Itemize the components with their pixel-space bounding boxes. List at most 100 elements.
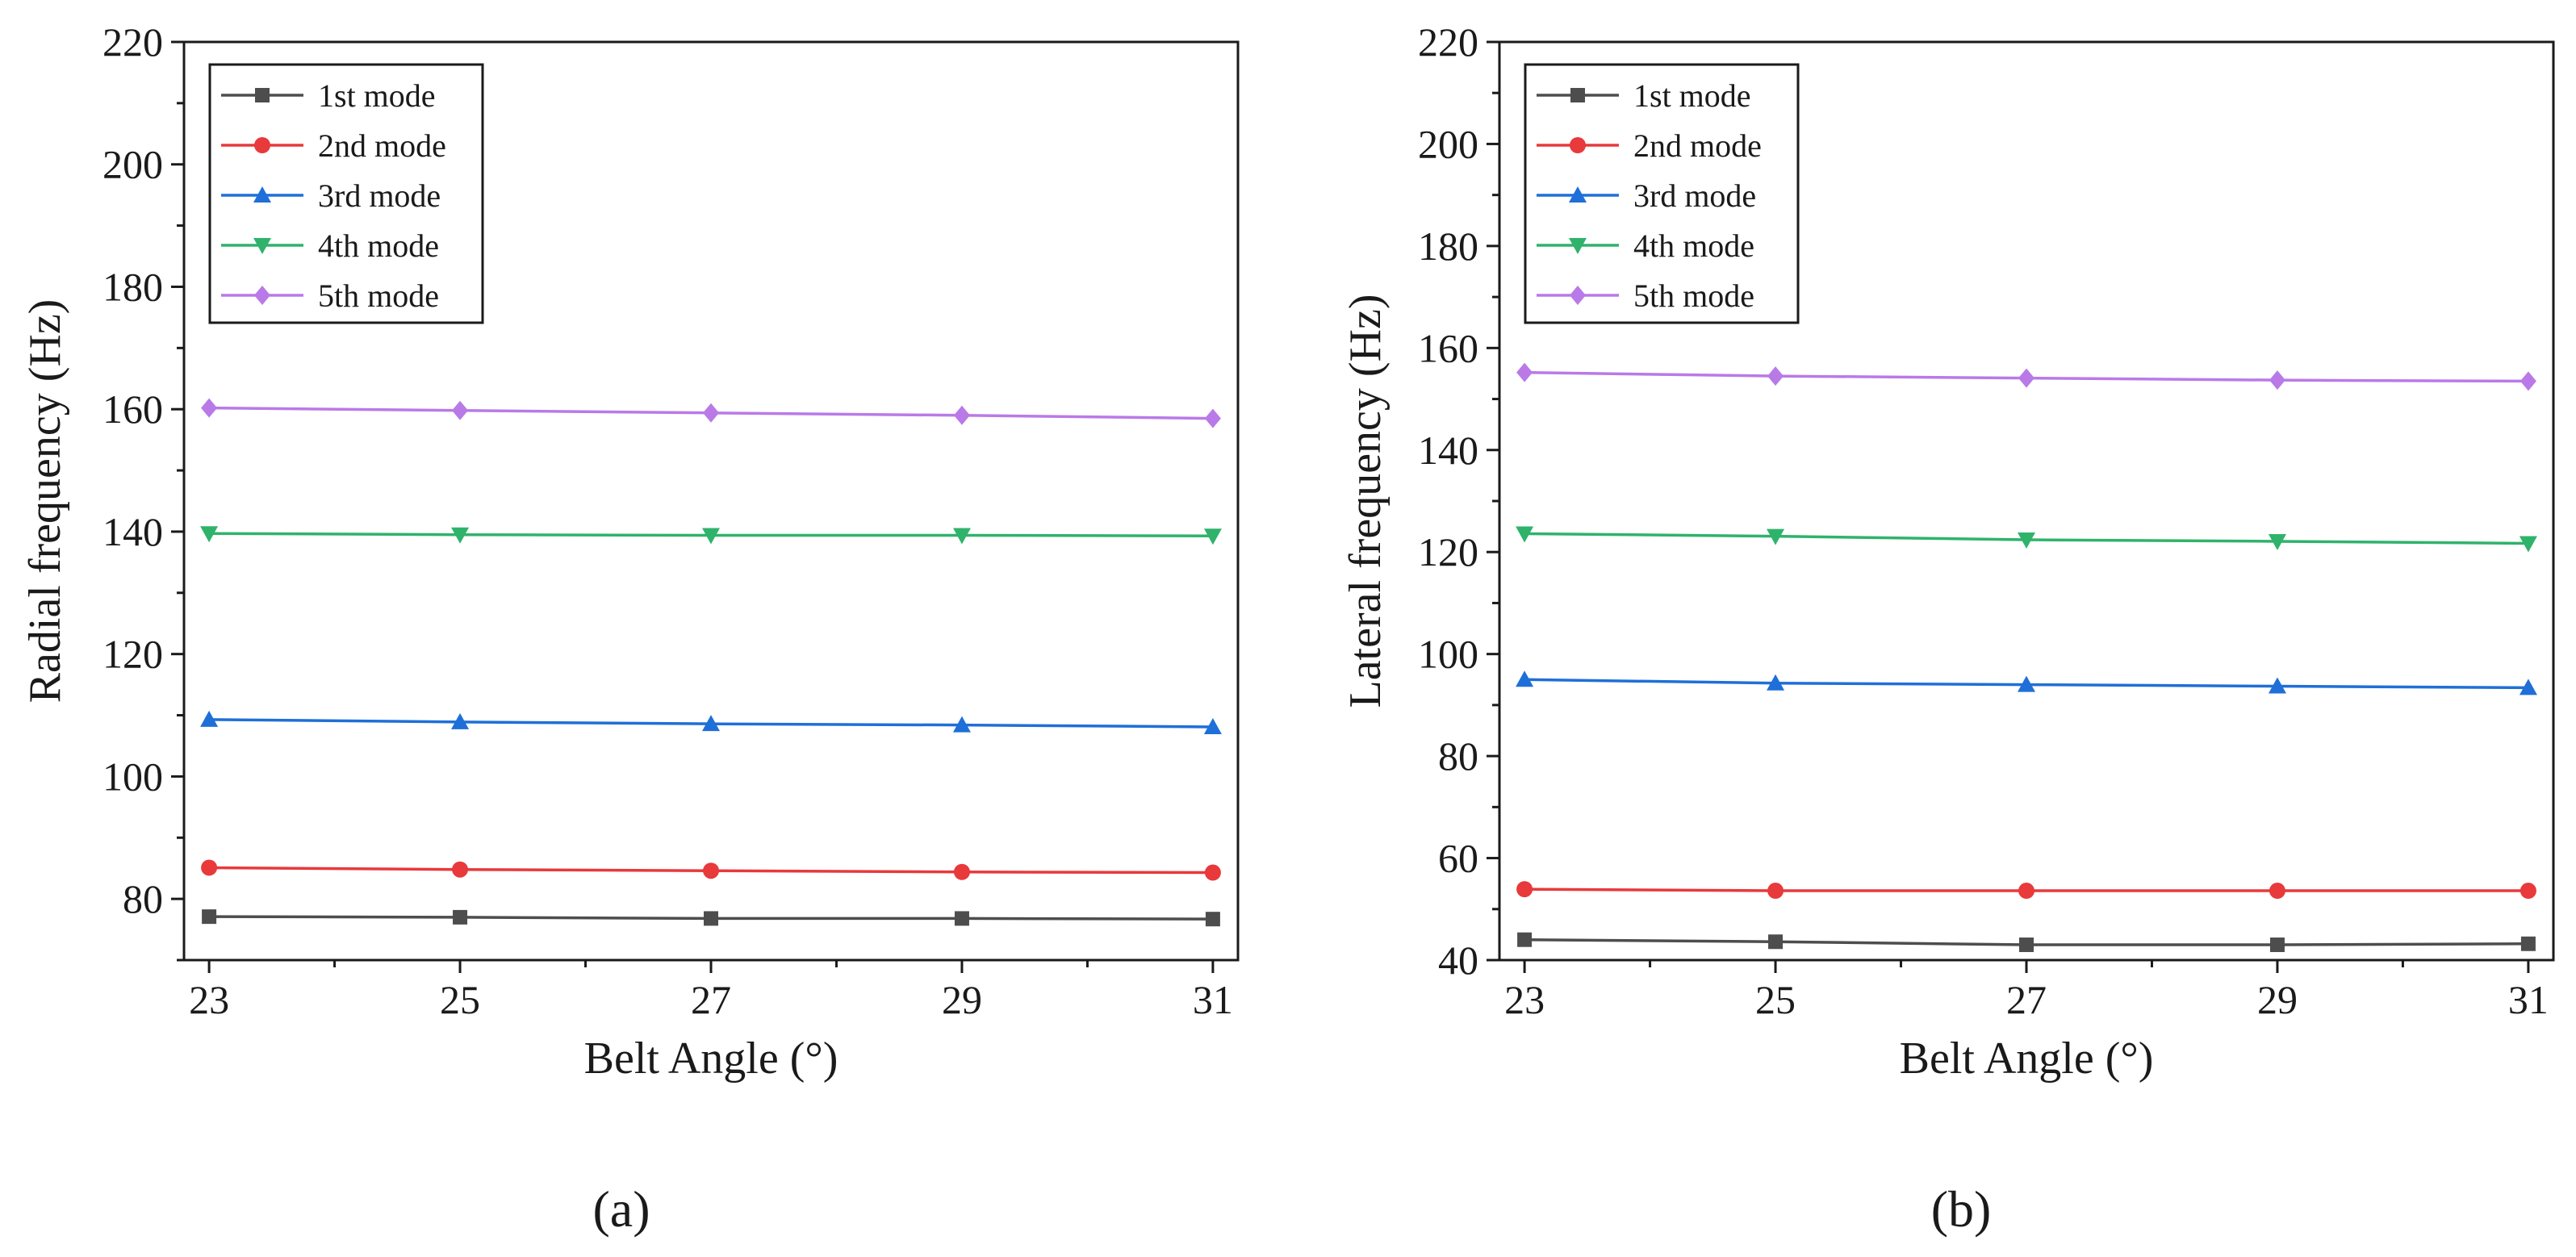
data-point bbox=[2269, 938, 2285, 953]
data-point bbox=[1516, 881, 1533, 898]
x-tick-label: 25 bbox=[1755, 977, 1796, 1022]
y-tick-label: 180 bbox=[1418, 223, 1478, 269]
y-tick-label: 200 bbox=[102, 142, 163, 187]
y-tick-label: 80 bbox=[1438, 733, 1478, 779]
data-point bbox=[1768, 934, 1784, 950]
data-point bbox=[200, 526, 219, 543]
y-tick-label: 160 bbox=[102, 386, 163, 432]
y-tick-label: 220 bbox=[1418, 19, 1478, 65]
data-point bbox=[2519, 536, 2537, 553]
y-tick-label: 120 bbox=[102, 632, 163, 677]
series-1 bbox=[202, 909, 1220, 927]
y-axis-label: Lateral frequency (Hz) bbox=[1340, 294, 1390, 708]
legend-marker bbox=[253, 186, 271, 203]
data-point bbox=[200, 710, 219, 727]
x-tick-label: 29 bbox=[2257, 977, 2298, 1022]
legend-label: 1st mode bbox=[318, 77, 436, 114]
data-point bbox=[1204, 864, 1221, 881]
data-point bbox=[1203, 717, 1222, 734]
data-point bbox=[953, 863, 970, 880]
series-3 bbox=[1516, 670, 2537, 695]
panel-label: (a) bbox=[592, 1180, 650, 1238]
data-point bbox=[451, 527, 470, 544]
data-point bbox=[954, 911, 969, 926]
data-point bbox=[1203, 528, 1222, 545]
legend: 1st mode 2nd mode 3rd mode 4th mode 5th mode bbox=[208, 63, 484, 324]
legend-marker bbox=[1570, 137, 1586, 153]
legend-box bbox=[1524, 63, 1800, 324]
chart-panel-a: 23 25 27 29 31 80 100 120 140 160 180 200 220 Belt An… bbox=[20, 19, 1240, 1238]
series-2 bbox=[1516, 881, 2536, 900]
data-point bbox=[1205, 912, 1220, 927]
x-tick-label: 23 bbox=[1504, 977, 1545, 1022]
x-tick-label: 31 bbox=[2508, 977, 2549, 1022]
data-point bbox=[2269, 883, 2285, 900]
x-tick-label: 29 bbox=[942, 977, 982, 1022]
x-tick-label: 27 bbox=[2006, 977, 2047, 1022]
legend-marker bbox=[1570, 286, 1586, 305]
data-point bbox=[2520, 936, 2536, 951]
data-point bbox=[1516, 362, 1533, 382]
x-tick-label: 31 bbox=[1193, 977, 1233, 1022]
legend-label: 2nd mode bbox=[1633, 127, 1762, 164]
series-2 bbox=[201, 859, 1221, 881]
legend-box bbox=[208, 63, 484, 324]
series-4 bbox=[1516, 526, 2537, 553]
data-point bbox=[1516, 670, 1534, 687]
data-point bbox=[453, 909, 468, 925]
data-point bbox=[1516, 526, 1534, 543]
data-point bbox=[952, 528, 971, 545]
series-4 bbox=[200, 526, 1222, 545]
y-tick-label: 200 bbox=[1418, 121, 1478, 166]
data-point bbox=[2520, 371, 2536, 391]
legend-label: 5th mode bbox=[1633, 278, 1754, 314]
data-point bbox=[952, 716, 971, 733]
legend-marker bbox=[1569, 238, 1587, 254]
y-tick-label: 80 bbox=[123, 876, 163, 921]
y-tick-label: 140 bbox=[102, 509, 163, 554]
legend-label: 4th mode bbox=[318, 228, 439, 264]
x-tick-label: 23 bbox=[189, 977, 229, 1022]
data-point bbox=[953, 405, 970, 425]
y-tick-label: 60 bbox=[1438, 836, 1478, 881]
legend-marker bbox=[1569, 186, 1587, 203]
legend-label: 1st mode bbox=[1633, 77, 1751, 114]
data-point bbox=[1767, 883, 1784, 900]
data-point bbox=[202, 909, 217, 925]
legend-label: 5th mode bbox=[318, 278, 439, 314]
data-point bbox=[201, 859, 218, 876]
data-point bbox=[1767, 674, 1785, 691]
y-tick-label: 140 bbox=[1418, 428, 1478, 473]
data-point bbox=[1204, 408, 1221, 428]
legend-marker bbox=[254, 137, 270, 153]
data-point bbox=[2018, 532, 2035, 549]
y-tick-label: 160 bbox=[1418, 325, 1478, 370]
data-point bbox=[702, 528, 720, 545]
legend: 1st mode 2nd mode 3rd mode 4th mode 5th mode bbox=[1524, 63, 1800, 324]
data-point bbox=[1517, 932, 1533, 947]
x-axis-label: Belt Angle (°) bbox=[584, 1034, 838, 1084]
data-point bbox=[2520, 883, 2536, 900]
data-point bbox=[1767, 366, 1784, 386]
x-axis-label: Belt Angle (°) bbox=[1900, 1034, 2154, 1084]
data-point bbox=[702, 715, 720, 732]
y-tick-label: 120 bbox=[1418, 529, 1478, 574]
y-tick-label: 220 bbox=[102, 19, 163, 65]
legend-label: 2nd mode bbox=[318, 127, 446, 164]
data-point bbox=[2019, 938, 2034, 953]
legend-label: 3rd mode bbox=[1633, 177, 1756, 214]
data-point bbox=[2268, 533, 2286, 550]
data-point bbox=[2018, 883, 2034, 900]
data-point bbox=[703, 403, 719, 423]
legend-marker bbox=[255, 88, 270, 102]
legend-label: 4th mode bbox=[1633, 228, 1754, 264]
y-tick-label: 100 bbox=[102, 754, 163, 799]
data-point bbox=[704, 911, 718, 926]
data-point bbox=[2268, 677, 2286, 694]
x-tick-label: 27 bbox=[691, 977, 731, 1022]
data-point bbox=[2018, 675, 2035, 692]
data-point bbox=[2269, 370, 2285, 390]
legend-marker bbox=[1570, 88, 1585, 102]
data-point bbox=[2519, 679, 2537, 695]
